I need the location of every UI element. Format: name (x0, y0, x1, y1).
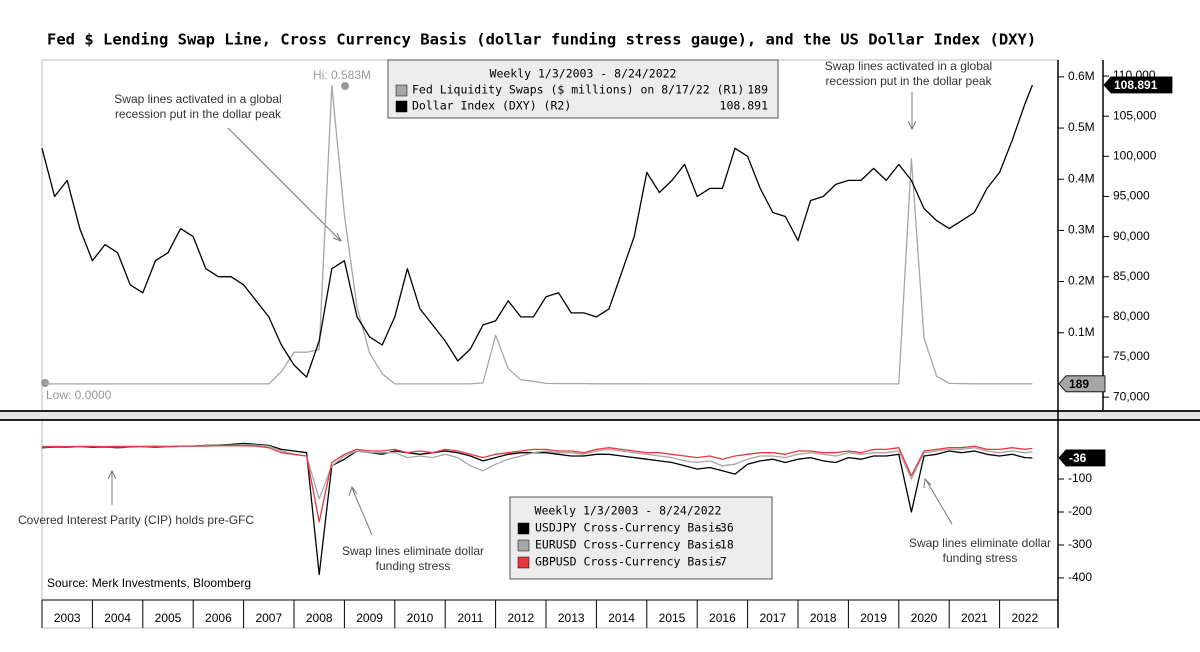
annotation: Hi: 0.583M (313, 68, 371, 82)
y2-tick-label: 105,000 (1113, 108, 1157, 122)
y-tick-label: 0.3M (1068, 223, 1095, 237)
y-tick-label: 0.4M (1068, 171, 1095, 185)
annotation: Swap lines eliminate dollar funding stre… (908, 536, 1052, 565)
value-tag-label: 189 (1069, 377, 1089, 391)
x-tick-label: 2019 (860, 611, 887, 625)
legend-swatch (517, 539, 530, 552)
legend-box (387, 59, 779, 119)
legend-swatch (395, 84, 408, 97)
legend-label: GBPUSD Cross-Currency Basis (535, 555, 722, 569)
value-tag (1058, 449, 1106, 467)
x-tick-label: 2004 (104, 611, 131, 625)
arrow (925, 479, 953, 525)
x-tick-label: 2008 (306, 611, 333, 625)
x-tick-label: 2020 (911, 611, 938, 625)
value-tag-label: -36 (1069, 451, 1087, 465)
y-tick-label: 0.2M (1068, 274, 1095, 288)
y2-tick-label: 85,000 (1113, 269, 1150, 283)
arrow-head (332, 232, 343, 242)
y-tick-label: 0.6M (1068, 69, 1095, 83)
value-tag-label: 108.891 (1114, 78, 1158, 92)
y-tick-label: 0.5M (1068, 120, 1095, 134)
series-line (41, 84, 1034, 378)
legend-value: -7 (713, 555, 727, 569)
arrow-head (907, 120, 917, 131)
x-tick-label: 2013 (558, 611, 585, 625)
x-tick-label: 2021 (961, 611, 988, 625)
x-tick-label: 2017 (759, 611, 786, 625)
legend-value: 108.891 (720, 99, 769, 113)
x-tick-label: 2010 (407, 611, 434, 625)
x-tick-label: 2018 (810, 611, 837, 625)
x-tick-label: 2009 (356, 611, 383, 625)
legend-label: Fed Liquidity Swaps ($ millions) on 8/17… (412, 83, 744, 97)
low-marker (41, 379, 49, 387)
x-tick-label: 2016 (709, 611, 736, 625)
panel-separator (0, 410, 1200, 421)
annotation: Low: 0.0000 (46, 388, 112, 402)
arrow-head (107, 469, 117, 480)
value-tag (1103, 76, 1173, 94)
y-tick-label: -200 (1068, 504, 1092, 518)
y2-tick-label: 70,000 (1113, 389, 1150, 403)
source: Source: Merk Investments, Bloomberg (47, 576, 251, 590)
x-tick-label: 2006 (205, 611, 232, 625)
series-line (41, 444, 1033, 500)
legend-swatch (517, 522, 530, 535)
legend-value: -36 (713, 521, 734, 535)
annotation: Swap lines activated in a global recessi… (824, 59, 993, 88)
x-tick-label: 2007 (255, 611, 282, 625)
y-tick-label: -300 (1068, 537, 1092, 551)
legend-value: -18 (713, 538, 734, 552)
arrow (227, 127, 341, 241)
chart-title: Fed $ Lending Swap Line, Cross Currency … (47, 31, 1036, 49)
y-tick-label: 0.1M (1068, 325, 1095, 339)
legend-box (509, 496, 773, 580)
legend-title: Weekly 1/3/2003 - 8/24/2022 (490, 67, 677, 81)
legend-label: Dollar Index (DXY) (R2) (412, 99, 571, 113)
series-line (41, 445, 1033, 523)
legend-title: Weekly 1/3/2003 - 8/24/2022 (535, 504, 722, 518)
x-tick-label: 2014 (608, 611, 635, 625)
value-tag (1058, 375, 1106, 393)
x-tick-label: 2012 (507, 611, 534, 625)
annotation: Swap lines eliminate dollar funding stre… (341, 544, 485, 573)
annotation: Covered Interest Parity (CIP) holds pre-… (18, 513, 254, 527)
x-tick-label: 2005 (155, 611, 182, 625)
x-tick-label: 2022 (1011, 611, 1038, 625)
y-tick-label: -400 (1068, 570, 1092, 584)
series-line (42, 84, 1033, 385)
arrow-head (348, 485, 358, 497)
arrow-head (923, 477, 932, 489)
arrow (351, 487, 373, 536)
legend-swatch (395, 100, 408, 113)
y-tick-label: -100 (1068, 471, 1092, 485)
y2-tick-label: 80,000 (1113, 309, 1150, 323)
x-tick-label: 2003 (54, 611, 81, 625)
annotation: Swap lines activated in a global recessi… (114, 92, 282, 121)
legend-swatch (517, 556, 530, 569)
annotation-arrows (107, 92, 953, 536)
y2-tick-label: 90,000 (1113, 229, 1150, 243)
hi-marker (341, 82, 349, 90)
y2-tick-label: 95,000 (1113, 189, 1150, 203)
legend-value: 189 (747, 83, 768, 97)
y2-tick-label: 75,000 (1113, 349, 1150, 363)
legend-label: EURUSD Cross-Currency Basis (535, 538, 722, 552)
x-tick-label: 2011 (457, 611, 483, 625)
x-tick-label: 2015 (659, 611, 686, 625)
y2-tick-label: 100,000 (1113, 149, 1157, 163)
legend-label: USDJPY Cross-Currency Basis (535, 521, 722, 535)
